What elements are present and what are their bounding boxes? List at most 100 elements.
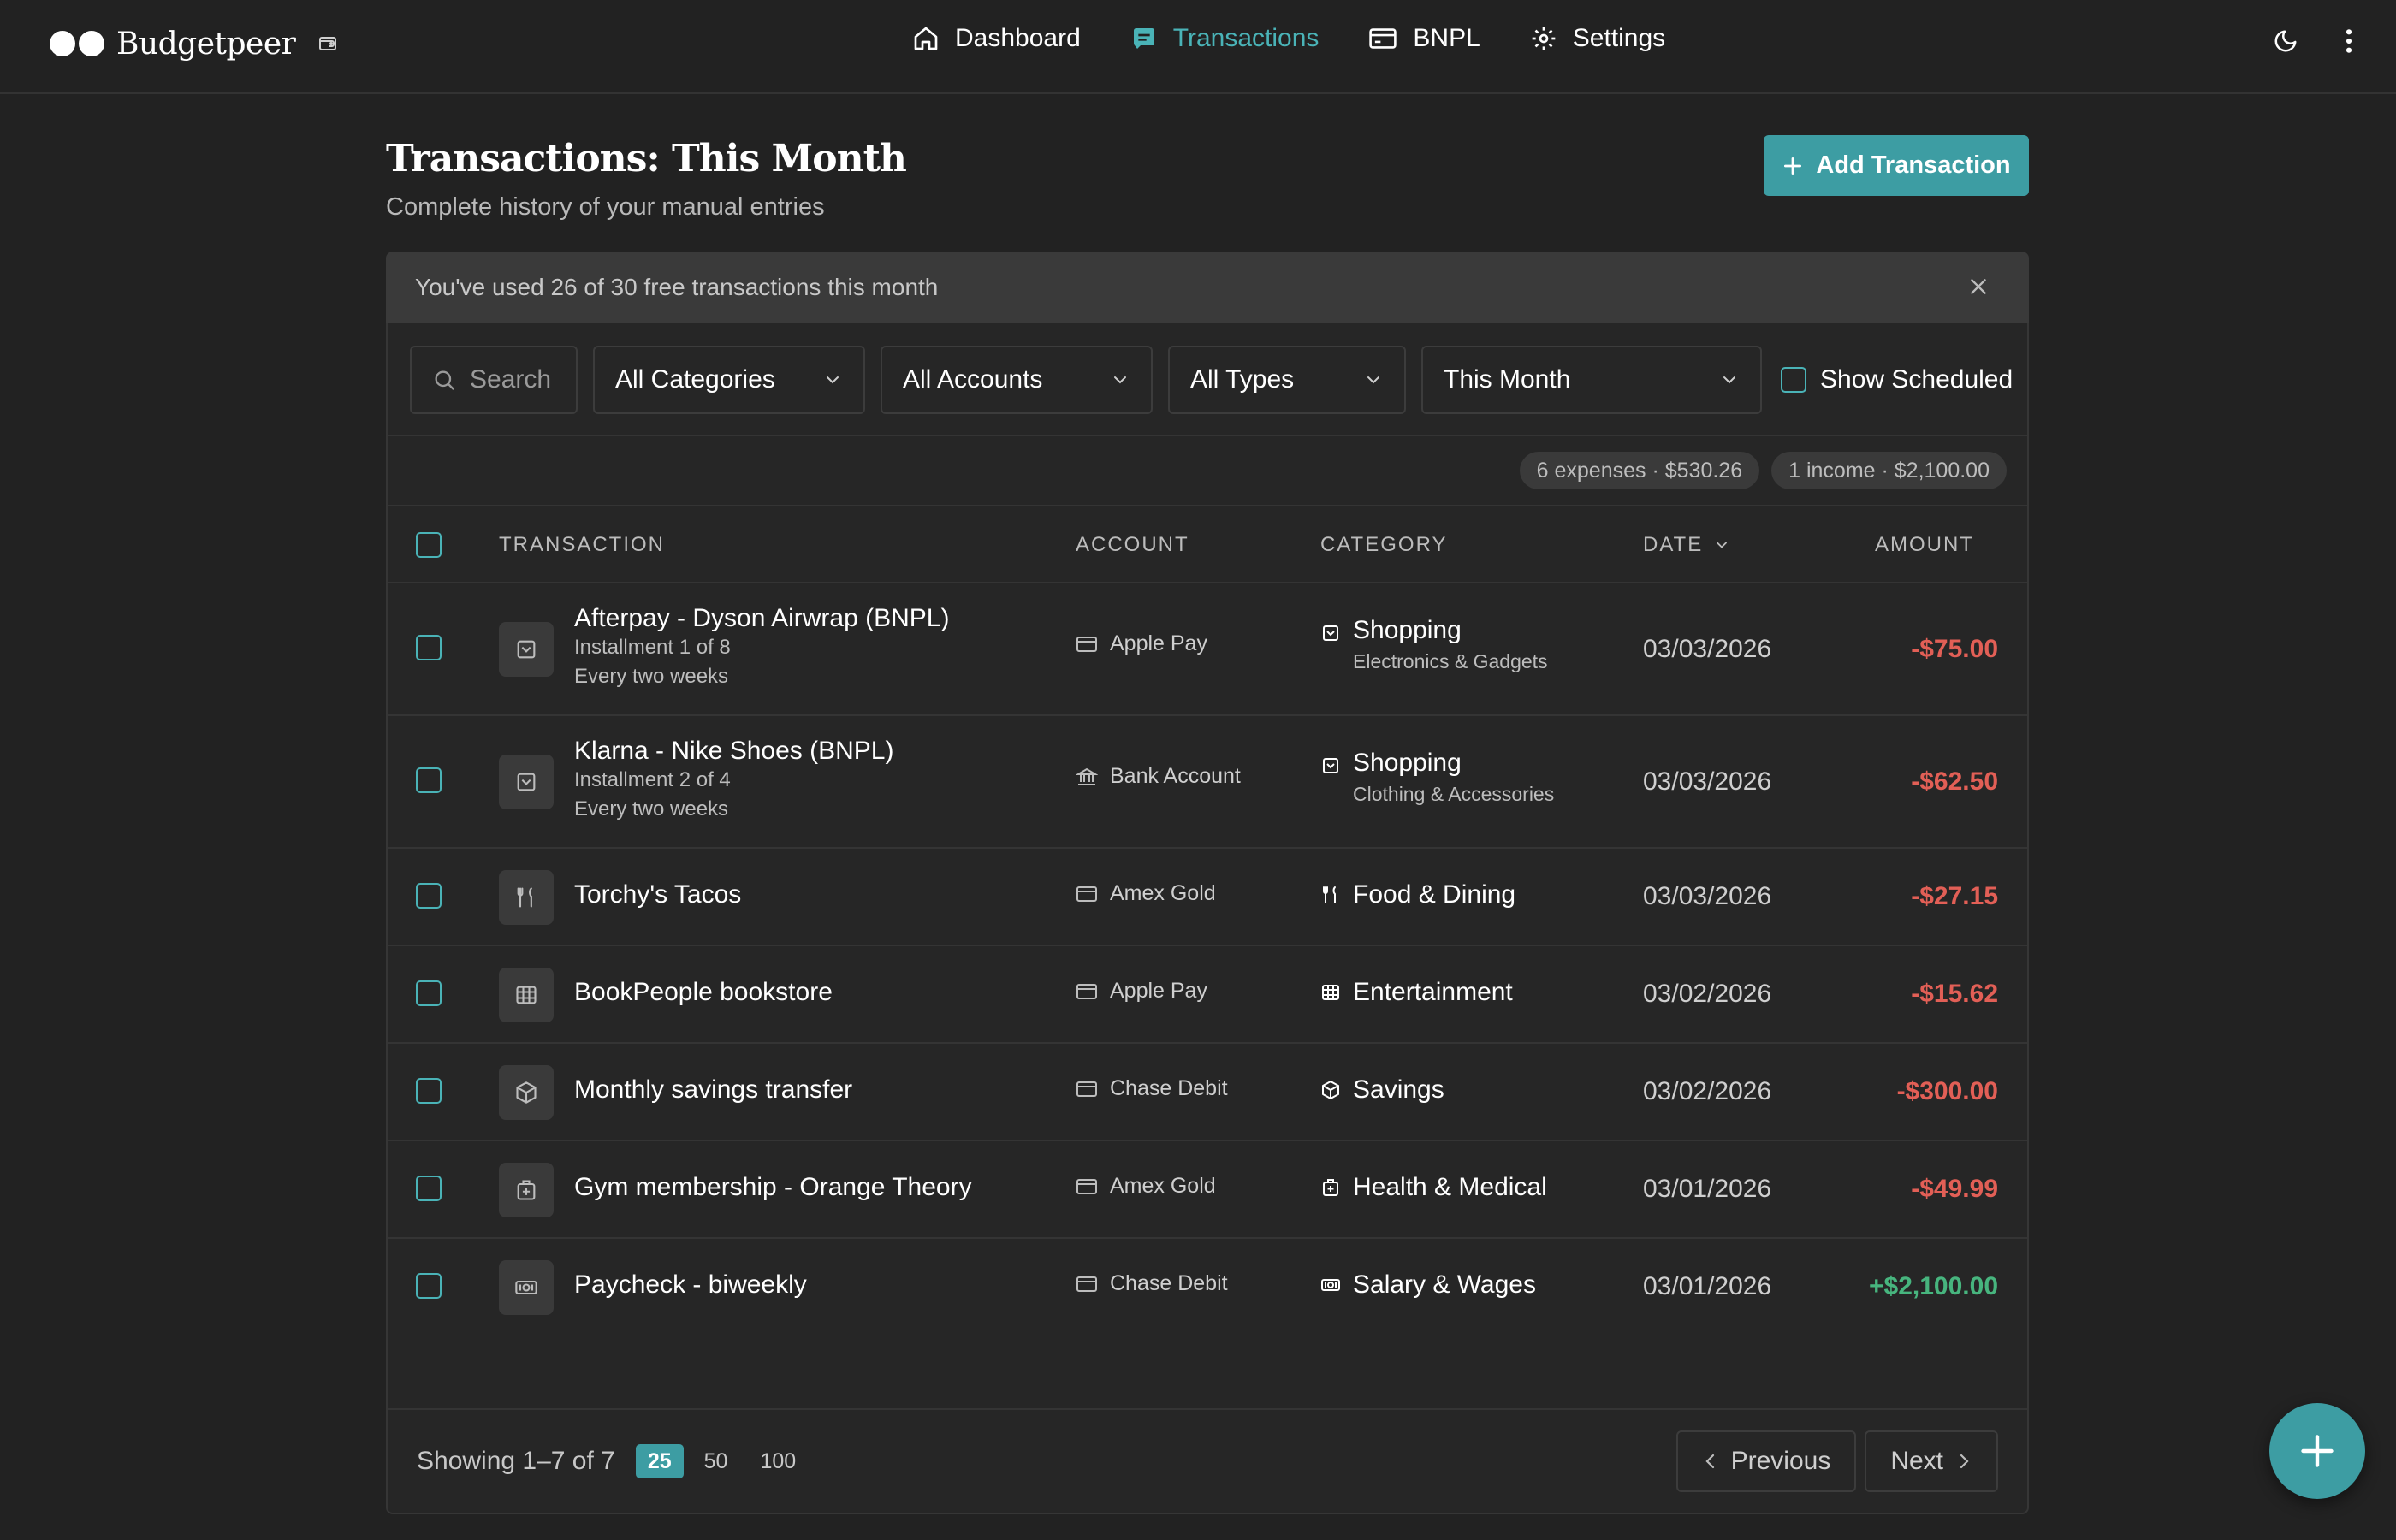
account-name: Apple Pay	[1110, 631, 1207, 655]
page-size-50[interactable]: 50	[703, 1448, 728, 1473]
search-input[interactable]	[470, 365, 564, 394]
transaction-date: 03/03/2026	[1643, 882, 1772, 910]
transaction-date: 03/01/2026	[1643, 1175, 1772, 1203]
page-size-25[interactable]: 25	[635, 1444, 684, 1478]
table-header: TRANSACTION ACCOUNT CATEGORY DATE AMOUNT	[388, 506, 2027, 583]
more-vertical-icon[interactable]	[2345, 27, 2353, 55]
table-row[interactable]: Klarna - Nike Shoes (BNPL) Installment 2…	[388, 716, 2027, 849]
card-icon	[1076, 1081, 1098, 1098]
transaction-name: BookPeople bookstore	[574, 978, 833, 1006]
show-scheduled-toggle[interactable]: Show Scheduled	[1781, 365, 2013, 394]
main-nav: Dashboard Transactions BNPL Settings	[912, 24, 1665, 53]
category-cell: Health & Medical	[1320, 1173, 1547, 1202]
subcategory-name: Clothing & Accessories	[1353, 783, 1555, 805]
column-category[interactable]: CATEGORY	[1320, 533, 1448, 556]
row-checkbox[interactable]	[416, 1176, 442, 1201]
box-icon	[499, 1065, 554, 1120]
close-icon[interactable]	[1967, 275, 1990, 298]
row-checkbox[interactable]	[416, 635, 442, 660]
moon-icon[interactable]	[2273, 28, 2298, 54]
account-select[interactable]: All Accounts	[881, 346, 1153, 414]
show-scheduled-label: Show Scheduled	[1820, 365, 2013, 394]
row-checkbox[interactable]	[416, 980, 442, 1006]
table-row[interactable]: Monthly savings transfer Chase Debit Sav…	[388, 1044, 2027, 1141]
filter-bar: All Categories All Accounts All Types Th…	[410, 346, 2013, 414]
card-icon	[1076, 1276, 1098, 1293]
account-cell: Bank Account	[1076, 764, 1241, 789]
usage-banner: You've used 26 of 30 free transactions t…	[386, 252, 2029, 323]
nav-bnpl-label: BNPL	[1413, 24, 1480, 52]
card-icon	[1076, 1178, 1098, 1195]
nav-settings[interactable]: Settings	[1530, 24, 1665, 53]
transaction-amount: -$62.50	[1911, 767, 1998, 796]
cash-icon	[499, 1260, 554, 1315]
category-cell: Entertainment	[1320, 978, 1513, 1007]
type-select[interactable]: All Types	[1168, 346, 1406, 414]
row-checkbox[interactable]	[416, 1078, 442, 1104]
brand[interactable]: Budgetpeer	[50, 22, 338, 65]
chevron-down-icon	[1363, 370, 1384, 390]
wallet-icon[interactable]	[317, 33, 338, 54]
column-amount[interactable]: AMOUNT	[1875, 533, 1974, 556]
column-account[interactable]: ACCOUNT	[1076, 533, 1189, 556]
table-row[interactable]: Torchy's Tacos Amex Gold Food & Dining 0…	[388, 849, 2027, 946]
table-row[interactable]: Paycheck - biweekly Chase Debit Salary &…	[388, 1239, 2027, 1336]
transaction-date: 03/03/2026	[1643, 635, 1772, 663]
category-select[interactable]: All Categories	[593, 346, 865, 414]
pager: Previous Next	[1675, 1430, 1998, 1492]
transaction-name: Klarna - Nike Shoes (BNPL)	[574, 737, 894, 765]
row-checkbox[interactable]	[416, 767, 442, 793]
period-select[interactable]: This Month	[1421, 346, 1762, 414]
category-cell: Salary & Wages	[1320, 1270, 1536, 1300]
category-cell: Savings	[1320, 1075, 1444, 1105]
nav-actions	[2273, 27, 2353, 55]
top-navigation: Budgetpeer Dashboard Transactions BNPL	[0, 0, 2396, 94]
page-size-100[interactable]: 100	[760, 1448, 797, 1473]
page-subtitle: Complete history of your manual entries	[386, 193, 825, 221]
nav-bnpl[interactable]: BNPL	[1368, 24, 1480, 53]
row-checkbox[interactable]	[416, 1273, 442, 1299]
next-button[interactable]: Next	[1865, 1430, 1998, 1492]
plus-icon	[2298, 1432, 2336, 1470]
table-row[interactable]: Afterpay - Dyson Airwrap (BNPL) Installm…	[388, 583, 2027, 716]
nav-transactions[interactable]: Transactions	[1130, 24, 1319, 53]
floating-add-button[interactable]	[2269, 1403, 2365, 1499]
category-name: Shopping	[1353, 749, 1462, 777]
brand-logo	[50, 31, 104, 56]
add-transaction-button[interactable]: Add Transaction	[1764, 135, 2029, 196]
account-select-value: All Accounts	[903, 365, 1043, 394]
table-row[interactable]: Gym membership - Orange Theory Amex Gold…	[388, 1141, 2027, 1239]
card-icon	[1076, 886, 1098, 903]
transaction-amount: -$300.00	[1896, 1077, 1998, 1105]
pagination-footer: Showing 1–7 of 7 25 50 100 Previous Next	[388, 1408, 2027, 1513]
transaction-amount: +$2,100.00	[1869, 1272, 1998, 1300]
home-icon	[912, 25, 940, 52]
period-select-value: This Month	[1444, 365, 1571, 394]
transaction-name: Afterpay - Dyson Airwrap (BNPL)	[574, 604, 950, 632]
next-label: Next	[1890, 1447, 1943, 1475]
card-icon	[1076, 636, 1098, 653]
search-field[interactable]	[410, 346, 578, 414]
nav-dashboard[interactable]: Dashboard	[912, 24, 1081, 53]
category-cell: Shopping Electronics & Gadgets	[1320, 616, 1548, 673]
nav-settings-label: Settings	[1572, 24, 1666, 52]
show-scheduled-checkbox[interactable]	[1781, 367, 1806, 393]
account-cell: Amex Gold	[1076, 881, 1216, 906]
row-checkbox[interactable]	[416, 883, 442, 909]
table-row[interactable]: BookPeople bookstore Apple Pay Entertain…	[388, 946, 2027, 1044]
previous-label: Previous	[1730, 1447, 1831, 1475]
category-cell: Food & Dining	[1320, 880, 1515, 909]
showing-count: Showing 1–7 of 7	[417, 1447, 615, 1475]
select-all-checkbox[interactable]	[416, 532, 442, 558]
expenses-summary-badge: 6 expenses · $530.26	[1519, 452, 1760, 489]
income-summary-badge: 1 income · $2,100.00	[1771, 452, 2007, 489]
transaction-date: 03/01/2026	[1643, 1272, 1772, 1300]
column-transaction[interactable]: TRANSACTION	[499, 533, 666, 556]
column-date[interactable]: DATE	[1643, 506, 1730, 583]
installment-text: Installment 1 of 8	[574, 636, 731, 659]
frequency-text: Every two weeks	[574, 797, 729, 820]
account-cell: Amex Gold	[1076, 1174, 1216, 1199]
card-icon	[1076, 983, 1098, 1000]
account-name: Chase Debit	[1110, 1271, 1228, 1295]
previous-button[interactable]: Previous	[1675, 1430, 1857, 1492]
